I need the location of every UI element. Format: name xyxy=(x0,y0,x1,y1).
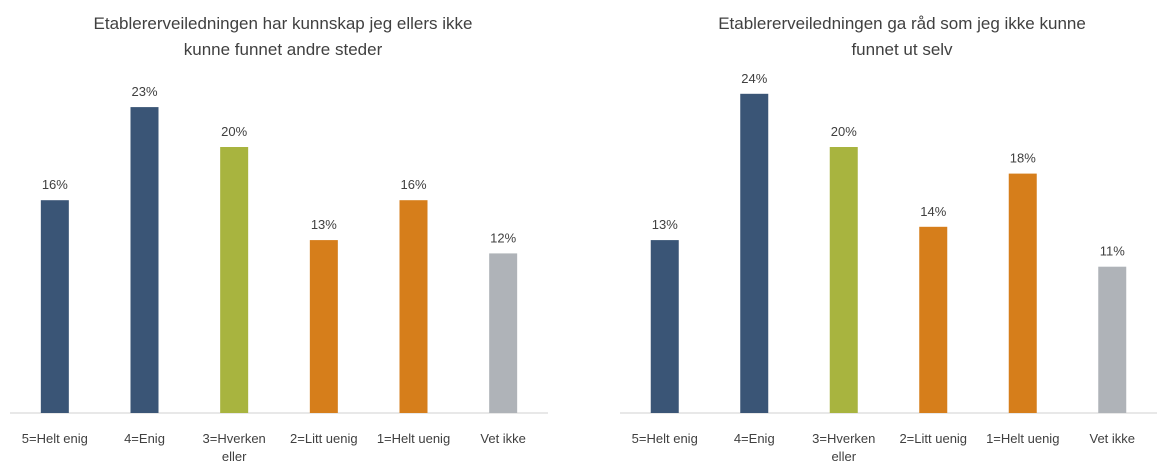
data-label: 23% xyxy=(131,84,157,99)
data-label: 16% xyxy=(400,177,426,192)
data-label: 12% xyxy=(490,230,516,245)
category-label: 4=Enig xyxy=(734,431,775,446)
bar xyxy=(740,93,769,414)
bar xyxy=(220,147,249,413)
data-label: 13% xyxy=(311,217,337,232)
data-label: 24% xyxy=(741,71,767,86)
category-label: 2=Litt uenig xyxy=(290,431,358,446)
data-label: 20% xyxy=(221,124,247,139)
bar xyxy=(1098,266,1127,413)
chart-title-line: Etablererveiledningen ga råd som jeg ikk… xyxy=(718,14,1086,33)
category-label: 5=Helt enig xyxy=(632,431,698,446)
bar xyxy=(650,240,679,413)
category-label: 2=Litt uenig xyxy=(899,431,967,446)
chart-title-line: kunne funnet andre steder xyxy=(184,40,383,59)
chart-title-line: funnet ut selv xyxy=(851,40,953,59)
category-label: Vet ikke xyxy=(480,431,526,446)
chart-2: Etablererveiledningen ga råd som jeg ikk… xyxy=(620,14,1157,464)
category-label: Vet ikke xyxy=(1089,431,1135,446)
bar xyxy=(489,253,518,413)
data-label: 20% xyxy=(831,124,857,139)
bar xyxy=(399,200,428,413)
chart-title-line: Etablererveiledningen har kunnskap jeg e… xyxy=(94,14,473,33)
category-label: 3=Hverken xyxy=(203,431,266,446)
category-label: 3=Hverken xyxy=(812,431,875,446)
data-label: 18% xyxy=(1010,151,1036,166)
bar xyxy=(829,147,858,413)
data-label: 13% xyxy=(652,217,678,232)
category-label: eller xyxy=(222,449,247,464)
category-label: 1=Helt uenig xyxy=(377,431,450,446)
data-label: 16% xyxy=(42,177,68,192)
category-label: 4=Enig xyxy=(124,431,165,446)
data-label: 11% xyxy=(1100,244,1125,259)
chart-1: Etablererveiledningen har kunnskap jeg e… xyxy=(10,14,548,464)
bar xyxy=(40,200,69,413)
category-label: eller xyxy=(831,449,856,464)
bar xyxy=(130,107,159,413)
bar xyxy=(309,240,338,413)
bar xyxy=(919,226,948,413)
data-label: 14% xyxy=(920,204,946,219)
category-label: 1=Helt uenig xyxy=(986,431,1059,446)
category-label: 5=Helt enig xyxy=(22,431,88,446)
bar xyxy=(1008,173,1037,413)
